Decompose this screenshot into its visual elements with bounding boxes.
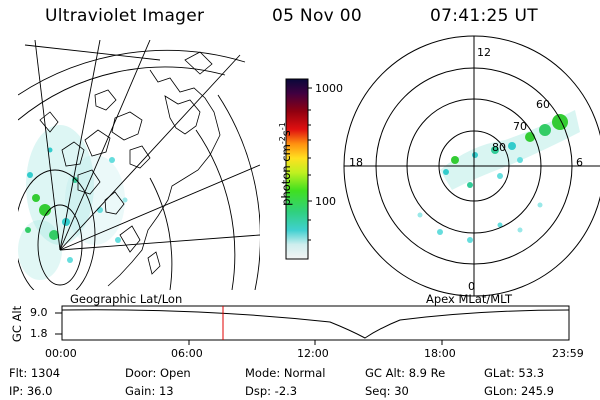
info-gain: Gain: 13	[125, 384, 174, 398]
time-tick-1: 06:00	[171, 347, 203, 360]
polar-label-dusk: 18	[349, 156, 363, 169]
time-tick-4: 23:59	[552, 347, 584, 360]
left-panel-caption: Geographic Lat/Lon	[70, 292, 183, 306]
instrument-title: Ultraviolet Imager	[45, 6, 205, 26]
observation-date: 05 Nov 00	[272, 6, 362, 26]
polar-ring-60: 60	[536, 98, 550, 111]
colorbar-unit-label: photon cm-2s-1	[278, 122, 293, 206]
altitude-plot	[55, 305, 570, 345]
info-glat: GLat: 53.3	[484, 366, 545, 380]
polar-ring-80: 80	[492, 141, 506, 154]
observation-time: 07:41:25 UT	[430, 6, 538, 26]
info-mode: Mode: Normal	[245, 366, 326, 380]
geographic-map	[18, 40, 260, 290]
polar-label-dawn: 6	[576, 156, 583, 169]
right-panel-caption: Apex MLat/MLT	[426, 292, 513, 306]
colorbar-ticks	[308, 87, 312, 241]
time-tick-0: 00:00	[45, 347, 77, 360]
colorbar-tick-100: 100	[315, 195, 336, 208]
polar-label-midnight: 0	[468, 280, 475, 293]
polar-aurora-oval	[417, 110, 580, 243]
info-seq: Seq: 30	[365, 384, 409, 398]
altitude-y-bottom: 1.8	[30, 327, 48, 340]
info-dsp: Dsp: -2.3	[245, 384, 298, 398]
info-ip: IP: 36.0	[9, 384, 53, 398]
info-flight: Flt: 1304	[9, 366, 61, 380]
geo-aurora-cluster	[18, 125, 128, 280]
info-gc-alt: GC Alt: 8.9 Re	[365, 366, 446, 380]
coastlines	[39, 51, 221, 287]
time-tick-2: 12:00	[297, 347, 329, 360]
altitude-curve	[61, 309, 570, 339]
polar-label-noon: 12	[477, 46, 491, 59]
info-door: Door: Open	[125, 366, 191, 380]
time-tick-3: 18:00	[424, 347, 456, 360]
colorbar-tick-1000: 1000	[315, 82, 343, 95]
altitude-axis-label: GC Alt	[10, 305, 24, 343]
info-glon: GLon: 245.9	[484, 384, 554, 398]
polar-ring-70: 70	[513, 120, 527, 133]
polar-plot	[343, 35, 600, 297]
altitude-y-top: 9.0	[30, 306, 48, 319]
colorbar	[285, 78, 309, 260]
